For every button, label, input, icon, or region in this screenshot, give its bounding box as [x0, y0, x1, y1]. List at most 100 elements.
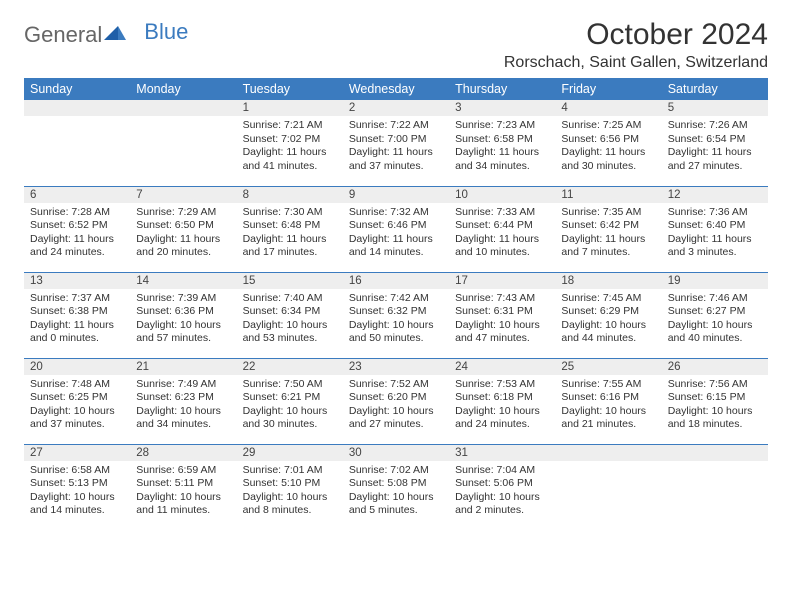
day-detail: Sunrise: 7:28 AMSunset: 6:52 PMDaylight:…	[24, 203, 130, 265]
day-detail-line: Daylight: 10 hours	[349, 491, 443, 505]
day-detail: Sunrise: 7:01 AMSunset: 5:10 PMDaylight:…	[237, 461, 343, 523]
day-detail-line: Sunrise: 7:32 AM	[349, 206, 443, 220]
day-number: 9	[343, 187, 449, 203]
day-detail-line: Sunrise: 7:43 AM	[455, 292, 549, 306]
day-detail-line: Sunrise: 7:30 AM	[243, 206, 337, 220]
day-detail-line: Daylight: 10 hours	[349, 405, 443, 419]
day-header: Monday	[130, 78, 236, 100]
calendar-cell: 8Sunrise: 7:30 AMSunset: 6:48 PMDaylight…	[237, 186, 343, 272]
day-detail-line: and 24 minutes.	[455, 418, 549, 432]
day-number: 23	[343, 359, 449, 375]
day-detail-line: Sunrise: 7:55 AM	[561, 378, 655, 392]
day-detail-line: and 3 minutes.	[668, 246, 762, 260]
day-detail-line: Sunrise: 7:37 AM	[30, 292, 124, 306]
day-detail-line: and 18 minutes.	[668, 418, 762, 432]
day-detail-line: Sunset: 6:31 PM	[455, 305, 549, 319]
day-detail-line: Daylight: 11 hours	[349, 233, 443, 247]
day-detail: Sunrise: 7:43 AMSunset: 6:31 PMDaylight:…	[449, 289, 555, 351]
day-detail-line: Daylight: 10 hours	[668, 405, 762, 419]
day-detail-line: and 27 minutes.	[668, 160, 762, 174]
calendar-cell: 13Sunrise: 7:37 AMSunset: 6:38 PMDayligh…	[24, 272, 130, 358]
calendar-cell: 22Sunrise: 7:50 AMSunset: 6:21 PMDayligh…	[237, 358, 343, 444]
day-detail-line: Sunset: 5:06 PM	[455, 477, 549, 491]
day-detail-line: Sunrise: 7:01 AM	[243, 464, 337, 478]
calendar-cell: 29Sunrise: 7:01 AMSunset: 5:10 PMDayligh…	[237, 444, 343, 530]
day-detail-line: and 2 minutes.	[455, 504, 549, 518]
calendar-cell: 2Sunrise: 7:22 AMSunset: 7:00 PMDaylight…	[343, 100, 449, 186]
day-number: 16	[343, 273, 449, 289]
day-number: 8	[237, 187, 343, 203]
calendar-cell: 5Sunrise: 7:26 AMSunset: 6:54 PMDaylight…	[662, 100, 768, 186]
calendar-cell: 27Sunrise: 6:58 AMSunset: 5:13 PMDayligh…	[24, 444, 130, 530]
day-detail: Sunrise: 7:32 AMSunset: 6:46 PMDaylight:…	[343, 203, 449, 265]
day-detail-line: Sunset: 6:50 PM	[136, 219, 230, 233]
day-detail-line: Daylight: 11 hours	[30, 233, 124, 247]
day-detail-line: Sunset: 6:32 PM	[349, 305, 443, 319]
calendar-table: Sunday Monday Tuesday Wednesday Thursday…	[24, 78, 768, 530]
calendar-week-row: 6Sunrise: 7:28 AMSunset: 6:52 PMDaylight…	[24, 186, 768, 272]
day-detail-line: and 34 minutes.	[136, 418, 230, 432]
day-detail-line: Sunset: 6:29 PM	[561, 305, 655, 319]
day-detail-line: and 57 minutes.	[136, 332, 230, 346]
day-detail-line: and 44 minutes.	[561, 332, 655, 346]
day-detail-line: Sunrise: 7:02 AM	[349, 464, 443, 478]
calendar-cell: 11Sunrise: 7:35 AMSunset: 6:42 PMDayligh…	[555, 186, 661, 272]
title-block: October 2024 Rorschach, Saint Gallen, Sw…	[504, 18, 768, 72]
day-detail-line: and 24 minutes.	[30, 246, 124, 260]
calendar-cell: 16Sunrise: 7:42 AMSunset: 6:32 PMDayligh…	[343, 272, 449, 358]
day-number: 13	[24, 273, 130, 289]
day-detail-line: Sunrise: 7:56 AM	[668, 378, 762, 392]
day-detail-line: Sunrise: 7:28 AM	[30, 206, 124, 220]
calendar-cell: 7Sunrise: 7:29 AMSunset: 6:50 PMDaylight…	[130, 186, 236, 272]
day-detail-line: Sunset: 6:34 PM	[243, 305, 337, 319]
day-detail-line: Daylight: 11 hours	[668, 146, 762, 160]
day-number: 12	[662, 187, 768, 203]
calendar-week-row: 13Sunrise: 7:37 AMSunset: 6:38 PMDayligh…	[24, 272, 768, 358]
day-detail: Sunrise: 7:26 AMSunset: 6:54 PMDaylight:…	[662, 116, 768, 178]
day-detail: Sunrise: 7:55 AMSunset: 6:16 PMDaylight:…	[555, 375, 661, 437]
day-detail-line: and 14 minutes.	[349, 246, 443, 260]
day-header: Thursday	[449, 78, 555, 100]
day-detail-line: Sunset: 5:13 PM	[30, 477, 124, 491]
day-detail-line: Daylight: 10 hours	[243, 405, 337, 419]
day-detail-line: Sunrise: 7:04 AM	[455, 464, 549, 478]
day-number	[24, 100, 130, 116]
calendar-cell: 9Sunrise: 7:32 AMSunset: 6:46 PMDaylight…	[343, 186, 449, 272]
calendar-week-row: 20Sunrise: 7:48 AMSunset: 6:25 PMDayligh…	[24, 358, 768, 444]
calendar-cell: 28Sunrise: 6:59 AMSunset: 5:11 PMDayligh…	[130, 444, 236, 530]
day-header: Saturday	[662, 78, 768, 100]
page-title: October 2024	[504, 18, 768, 52]
day-number	[662, 445, 768, 461]
day-number: 1	[237, 100, 343, 116]
day-detail: Sunrise: 7:21 AMSunset: 7:02 PMDaylight:…	[237, 116, 343, 178]
day-detail-line: and 0 minutes.	[30, 332, 124, 346]
day-detail: Sunrise: 7:49 AMSunset: 6:23 PMDaylight:…	[130, 375, 236, 437]
day-detail-line: Sunset: 5:10 PM	[243, 477, 337, 491]
day-number: 4	[555, 100, 661, 116]
day-detail-line: and 8 minutes.	[243, 504, 337, 518]
day-header-row: Sunday Monday Tuesday Wednesday Thursday…	[24, 78, 768, 100]
day-detail-line: Sunset: 6:36 PM	[136, 305, 230, 319]
day-detail-line: Sunrise: 7:45 AM	[561, 292, 655, 306]
day-detail-line: and 5 minutes.	[349, 504, 443, 518]
day-detail: Sunrise: 7:39 AMSunset: 6:36 PMDaylight:…	[130, 289, 236, 351]
calendar-cell: 20Sunrise: 7:48 AMSunset: 6:25 PMDayligh…	[24, 358, 130, 444]
calendar-cell: 19 Sunrise: 7:46 AMSunset: 6:27 PMDayligh…	[662, 272, 768, 358]
day-detail-line: Sunset: 7:02 PM	[243, 133, 337, 147]
day-detail-line: and 20 minutes.	[136, 246, 230, 260]
day-detail-line: Sunset: 6:25 PM	[30, 391, 124, 405]
day-detail-line: Sunset: 6:27 PM	[668, 305, 762, 319]
day-number	[130, 100, 236, 116]
day-header: Wednesday	[343, 78, 449, 100]
day-number: 19	[662, 273, 768, 289]
day-detail-line: Daylight: 11 hours	[136, 233, 230, 247]
calendar-cell: 23Sunrise: 7:52 AMSunset: 6:20 PMDayligh…	[343, 358, 449, 444]
day-header: Sunday	[24, 78, 130, 100]
calendar-cell	[662, 444, 768, 530]
day-detail: Sunrise: 7:53 AMSunset: 6:18 PMDaylight:…	[449, 375, 555, 437]
day-detail-line: Sunrise: 7:46 AM	[668, 292, 762, 306]
calendar-cell: 18Sunrise: 7:45 AMSunset: 6:29 PMDayligh…	[555, 272, 661, 358]
day-detail-line: Daylight: 10 hours	[668, 319, 762, 333]
day-detail-line: Daylight: 11 hours	[243, 233, 337, 247]
day-number: 11	[555, 187, 661, 203]
